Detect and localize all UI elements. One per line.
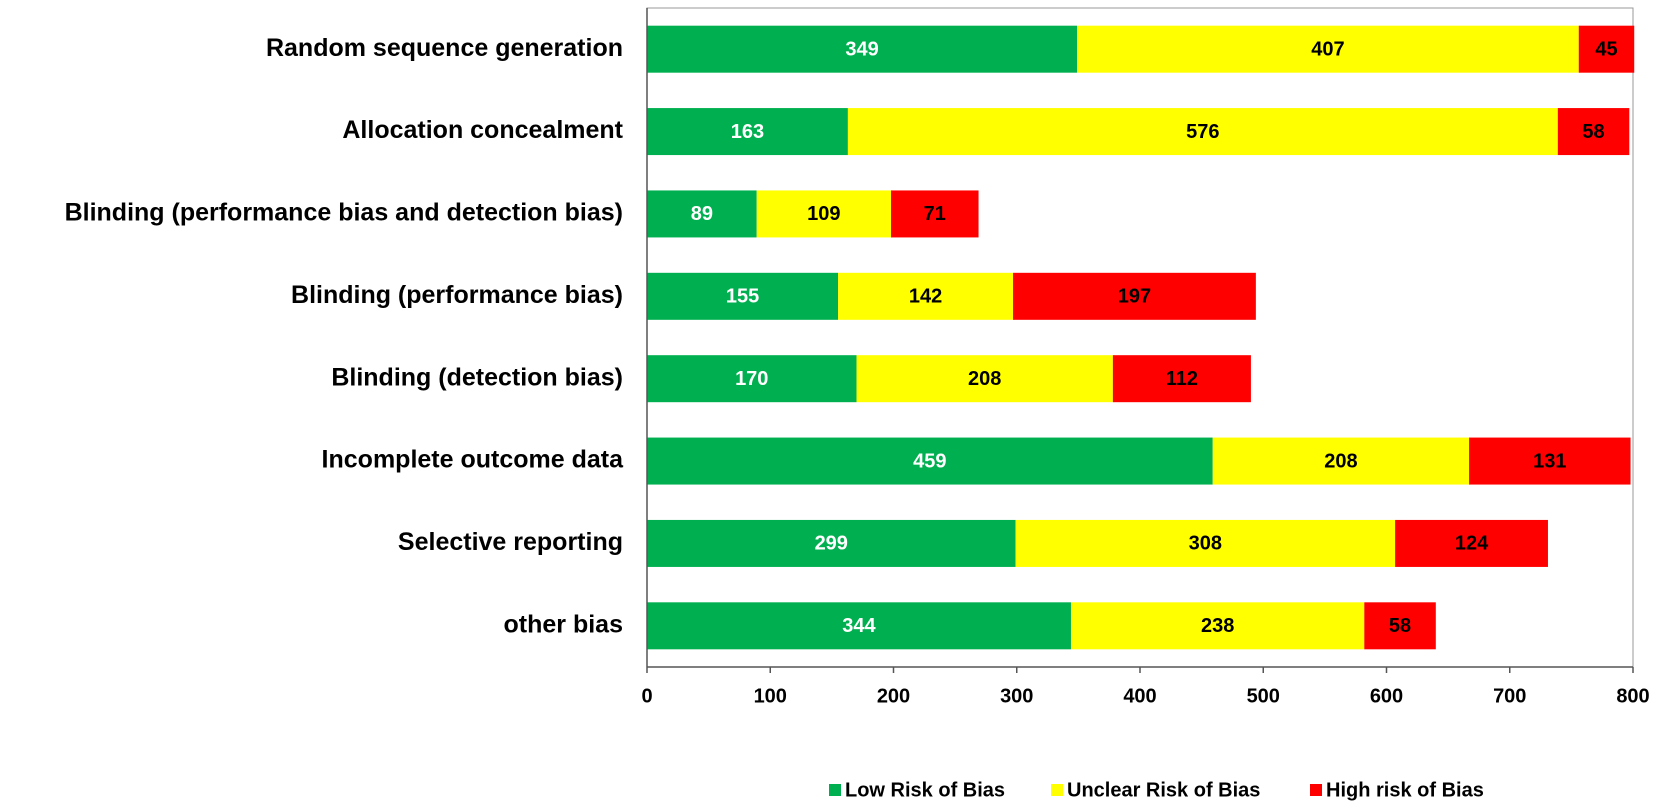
bar-segment [1013,272,1256,320]
bar-segment [756,190,892,238]
category-label: Selective reporting [398,528,623,556]
category-label: Blinding (performance bias) [291,281,623,309]
data-label: 142 [909,286,942,308]
data-label: 299 [815,533,848,555]
x-tick-label: 100 [754,685,787,707]
data-label: 58 [1582,121,1604,143]
data-label: 344 [842,615,876,637]
bar-segment [1557,108,1630,156]
data-label: 131 [1533,450,1566,472]
data-label: 58 [1389,615,1411,637]
bar-segment [847,108,1558,156]
category-label: Incomplete outcome data [322,446,625,474]
legend-label: Unclear Risk of Bias [1067,779,1260,801]
x-tick-label: 800 [1616,685,1649,707]
bar-segment [647,25,1078,73]
x-tick-label: 400 [1123,685,1156,707]
bar-segment [838,272,1014,320]
category-label: other bias [504,610,623,638]
category-label: Blinding (detection bias) [331,363,623,391]
bar-segment [1212,437,1470,485]
category-label: Random sequence generation [266,34,623,62]
category-label: Blinding (performance bias and detection… [65,199,623,227]
bar-segment [1395,519,1548,567]
legend-swatch [1310,784,1322,796]
bar-segment [856,355,1113,403]
data-label: 45 [1595,38,1617,60]
bar-segment [1364,602,1436,650]
legend-label: Low Risk of Bias [845,779,1005,801]
data-label: 155 [726,286,759,308]
data-label: 238 [1201,615,1234,637]
bar-segment [647,519,1016,567]
bar-segment [1070,602,1365,650]
bar-segment [1077,25,1579,73]
data-label: 197 [1118,286,1151,308]
bar-segment [1112,355,1251,403]
data-label: 109 [807,203,840,225]
bar-segment [647,190,757,238]
category-label: Allocation concealment [342,116,623,144]
plot-frame [646,7,1634,668]
bar-segment [647,108,848,156]
data-label: 71 [924,203,946,225]
bar-segment [647,437,1213,485]
x-tick-label: 200 [877,685,910,707]
x-tick-label: 600 [1370,685,1403,707]
legend-label: High risk of Bias [1326,779,1484,801]
data-label: 576 [1186,121,1219,143]
data-label: 459 [913,450,946,472]
data-label: 349 [845,38,878,60]
data-label: 112 [1166,368,1198,390]
x-tick-label: 700 [1493,685,1526,707]
data-label: 170 [735,368,768,390]
data-label: 89 [691,203,713,225]
bar-segment [647,272,839,320]
bar-segment [647,355,857,403]
x-tick-label: 500 [1247,685,1280,707]
bar-segment [1469,437,1631,485]
data-label: 407 [1311,38,1344,60]
bar-segment [647,602,1071,650]
data-label: 208 [1324,450,1357,472]
legend-swatch [829,784,841,796]
x-tick-label: 300 [1000,685,1033,707]
x-tick-label: 0 [641,685,652,707]
bar-segment [891,190,979,238]
bar-segment [1578,25,1635,73]
data-label: 308 [1189,533,1222,555]
data-label: 163 [731,121,764,143]
bar-segment [1015,519,1396,567]
data-label: 208 [968,368,1001,390]
data-label: 124 [1455,533,1489,555]
legend-swatch [1051,784,1063,796]
